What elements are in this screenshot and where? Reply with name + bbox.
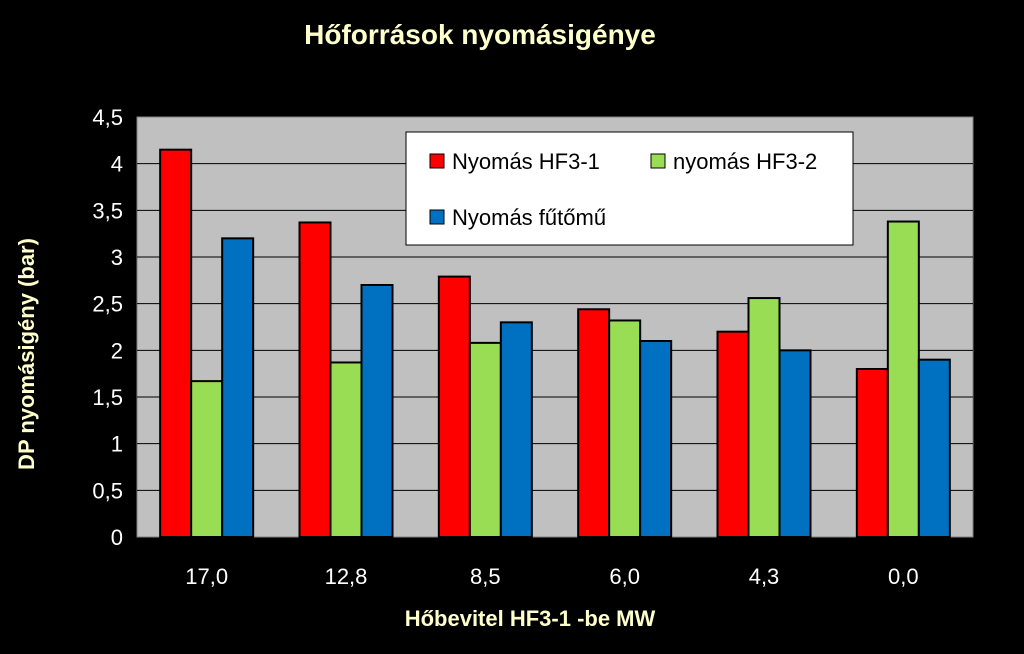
legend-label: Nyomás fűtőmű [452,205,606,230]
x-axis-ticks: 17,0 12,8 8,5 6,0 4,3 0,0 [185,564,918,589]
bar [639,340,673,538]
bar [468,341,502,538]
bar [499,321,533,539]
legend-label: Nyomás HF3-1 [452,149,600,174]
bar [577,308,611,538]
bar [855,368,889,538]
x-tick-label: 6,0 [609,564,640,589]
legend-swatch [429,153,445,169]
x-tick-label: 0,0 [888,564,919,589]
x-tick-label: 12,8 [325,564,368,589]
legend: Nyomás HF3-1 nyomás HF3-2 Nyomás fűtőmű [405,131,854,246]
legend-label: nyomás HF3-2 [673,149,817,174]
y-axis-label: DP nyomásigény (bar) [14,238,39,470]
bar [716,330,750,538]
legend-box [405,131,854,246]
bar [747,297,781,539]
bar [917,358,951,538]
y-tick-label: 2,5 [92,292,123,317]
bar [437,275,471,538]
chart-title: Hőforrások nyomásigénye [304,19,656,50]
bar [329,361,363,539]
y-tick-label: 2 [111,338,123,363]
y-tick-label: 1,5 [92,385,123,410]
x-tick-label: 8,5 [470,564,501,589]
y-tick-label: 4,5 [92,105,123,130]
bar [360,284,394,538]
legend-swatch [650,153,666,169]
x-axis-label: Hőbevitel HF3-1 -be MW [405,606,656,631]
y-axis-ticks: 0 0,5 1 1,5 2 2,5 3 3,5 4 4,5 [92,105,123,550]
x-tick-label: 17,0 [185,564,228,589]
x-tick-label: 4,3 [749,564,780,589]
legend-swatch [429,209,445,225]
y-tick-label: 1 [111,432,123,457]
y-tick-label: 4 [111,152,123,177]
bar [298,221,332,538]
bars [159,148,951,539]
bar [608,319,642,539]
bar [886,220,920,539]
bar [159,148,193,539]
bar [221,237,255,538]
y-tick-label: 0,5 [92,478,123,503]
y-tick-label: 3,5 [92,198,123,223]
bar [190,380,224,538]
bar [778,349,812,539]
y-tick-label: 3 [111,245,123,270]
y-tick-label: 0 [111,525,123,550]
